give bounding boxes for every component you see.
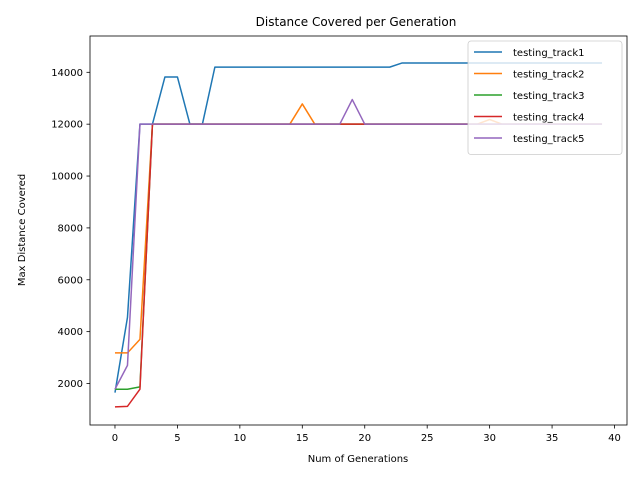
y-axis-label: Max Distance Covered [17,174,28,286]
series-line-4 [114,123,603,408]
legend-box [467,40,623,155]
x-tick-label: 25 [421,433,434,444]
x-tick-label: 10 [233,433,246,444]
chart-title: Distance Covered per Generation [256,15,457,29]
y-tick-label: 10000 [51,172,83,183]
legend-label-2: testing_track2 [513,70,584,81]
x-tick-label: 35 [546,433,559,444]
legend-label-4: testing_track4 [513,113,584,124]
y-tick-label: 12000 [51,120,83,131]
plot-area-frame [89,35,628,426]
x-tick-label: 20 [358,433,371,444]
legend-label-5: testing_track5 [513,134,584,145]
x-tick-label: 15 [296,433,309,444]
y-axis: 2000 4000 6000 8000 10000 12000 14000 [51,68,90,390]
x-tick-label: 5 [174,433,180,444]
legend-label-1: testing_track1 [513,48,584,59]
x-axis: 0 5 10 15 20 25 30 35 40 [112,425,621,444]
x-tick-label: 40 [608,433,621,444]
x-tick-label: 0 [112,433,118,444]
y-tick-label: 6000 [58,275,83,286]
series-line-3 [114,123,603,390]
legend: testing_track1 testing_track2 testing_trac… [467,40,623,155]
y-tick-label: 14000 [51,68,83,79]
legend-label-3: testing_track3 [513,91,584,102]
y-tick-label: 2000 [58,379,83,390]
x-axis-label: Num of Generations [308,454,409,465]
x-tick-label: 30 [483,433,496,444]
y-tick-label: 4000 [58,327,83,338]
y-tick-label: 8000 [58,223,83,234]
